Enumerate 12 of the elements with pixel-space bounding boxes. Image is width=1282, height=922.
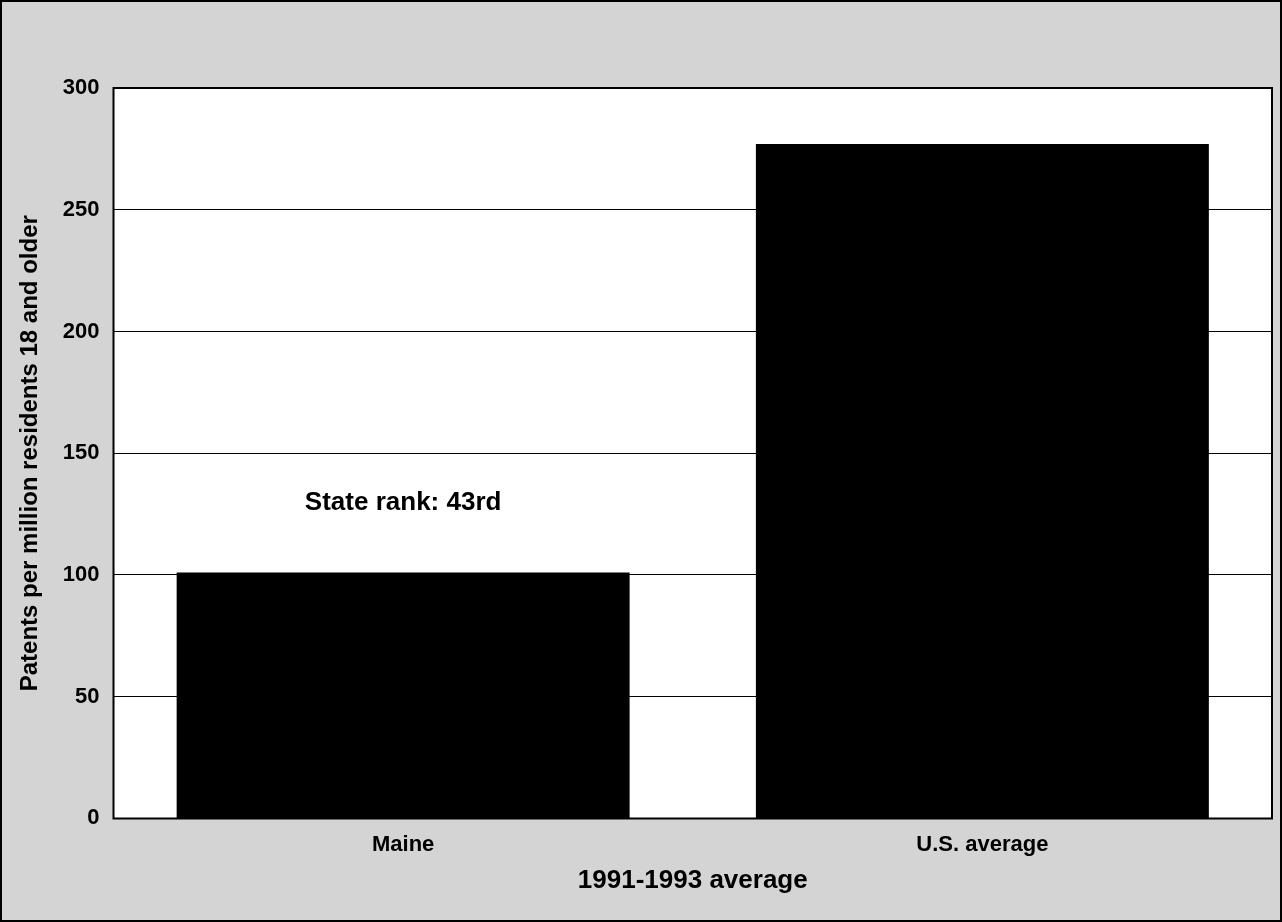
y-tick-label: 50 (75, 682, 100, 708)
y-tick-label: 0 (87, 804, 100, 830)
x-axis-title: 1991-1993 average (577, 863, 808, 894)
y-tick-label: 150 (62, 439, 100, 465)
x-tick-label: Maine (371, 830, 435, 856)
y-axis-title: Patents per million residents 18 and older (15, 215, 43, 692)
y-tick-label: 100 (62, 561, 100, 586)
y-tick-label: 300 (62, 74, 100, 100)
annotation: State rank: 43rd (304, 485, 502, 516)
y-tick-label: 250 (62, 195, 100, 221)
y-tick-label: 200 (62, 317, 100, 343)
x-tick-label: U.S. average (916, 830, 1049, 856)
